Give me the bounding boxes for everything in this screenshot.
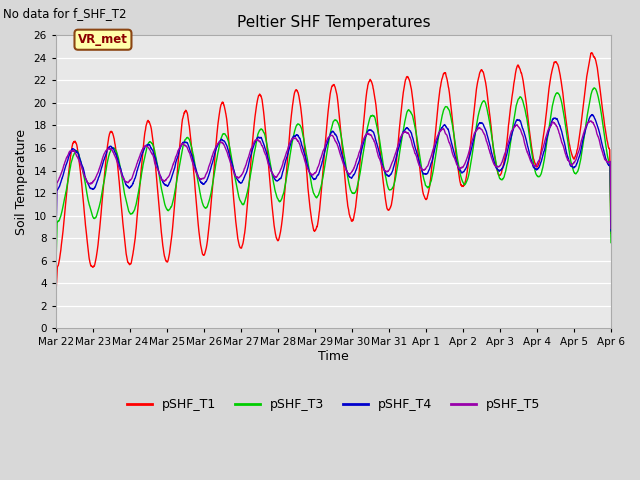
pSHF_T3 bbox=[52, 268, 60, 274]
pSHF_T5 bbox=[115, 165, 123, 170]
pSHF_T4 bbox=[115, 162, 123, 168]
pSHF_T4 bbox=[596, 133, 604, 139]
pSHF_T3 bbox=[148, 141, 156, 146]
pSHF_T1 bbox=[148, 131, 156, 137]
pSHF_T4 bbox=[52, 256, 60, 262]
pSHF_T5 bbox=[596, 142, 604, 147]
pSHF_T4 bbox=[588, 112, 596, 118]
Line: pSHF_T1: pSHF_T1 bbox=[56, 53, 611, 296]
pSHF_T5 bbox=[148, 151, 156, 157]
pSHF_T1 bbox=[115, 178, 123, 184]
pSHF_T4 bbox=[148, 147, 156, 153]
pSHF_T3 bbox=[591, 85, 598, 91]
pSHF_T5 bbox=[52, 253, 60, 259]
Title: Peltier SHF Temperatures: Peltier SHF Temperatures bbox=[237, 15, 430, 30]
pSHF_T1 bbox=[52, 293, 60, 299]
pSHF_T3 bbox=[596, 105, 604, 110]
pSHF_T1 bbox=[607, 230, 615, 236]
pSHF_T1 bbox=[536, 153, 544, 159]
Line: pSHF_T4: pSHF_T4 bbox=[56, 115, 611, 259]
Text: No data for f_SHF_T2: No data for f_SHF_T2 bbox=[3, 7, 127, 20]
pSHF_T3 bbox=[289, 137, 296, 143]
pSHF_T3 bbox=[607, 240, 615, 245]
pSHF_T5 bbox=[536, 155, 544, 160]
Y-axis label: Soil Temperature: Soil Temperature bbox=[15, 129, 28, 235]
pSHF_T4 bbox=[289, 134, 296, 140]
pSHF_T5 bbox=[265, 162, 273, 168]
pSHF_T1 bbox=[596, 88, 604, 94]
pSHF_T5 bbox=[289, 135, 296, 141]
pSHF_T1 bbox=[265, 166, 273, 171]
pSHF_T1 bbox=[289, 101, 296, 107]
pSHF_T4 bbox=[265, 159, 273, 165]
Line: pSHF_T3: pSHF_T3 bbox=[56, 88, 611, 271]
X-axis label: Time: Time bbox=[318, 350, 349, 363]
pSHF_T3 bbox=[536, 172, 544, 178]
pSHF_T3 bbox=[115, 159, 123, 165]
pSHF_T4 bbox=[607, 228, 615, 234]
Text: VR_met: VR_met bbox=[78, 33, 128, 46]
pSHF_T1 bbox=[588, 50, 596, 56]
Line: pSHF_T5: pSHF_T5 bbox=[56, 121, 611, 256]
pSHF_T3 bbox=[265, 152, 273, 157]
Legend: pSHF_T1, pSHF_T3, pSHF_T4, pSHF_T5: pSHF_T1, pSHF_T3, pSHF_T4, pSHF_T5 bbox=[122, 393, 545, 416]
pSHF_T5 bbox=[587, 118, 595, 124]
pSHF_T5 bbox=[607, 226, 615, 231]
pSHF_T4 bbox=[536, 161, 544, 167]
